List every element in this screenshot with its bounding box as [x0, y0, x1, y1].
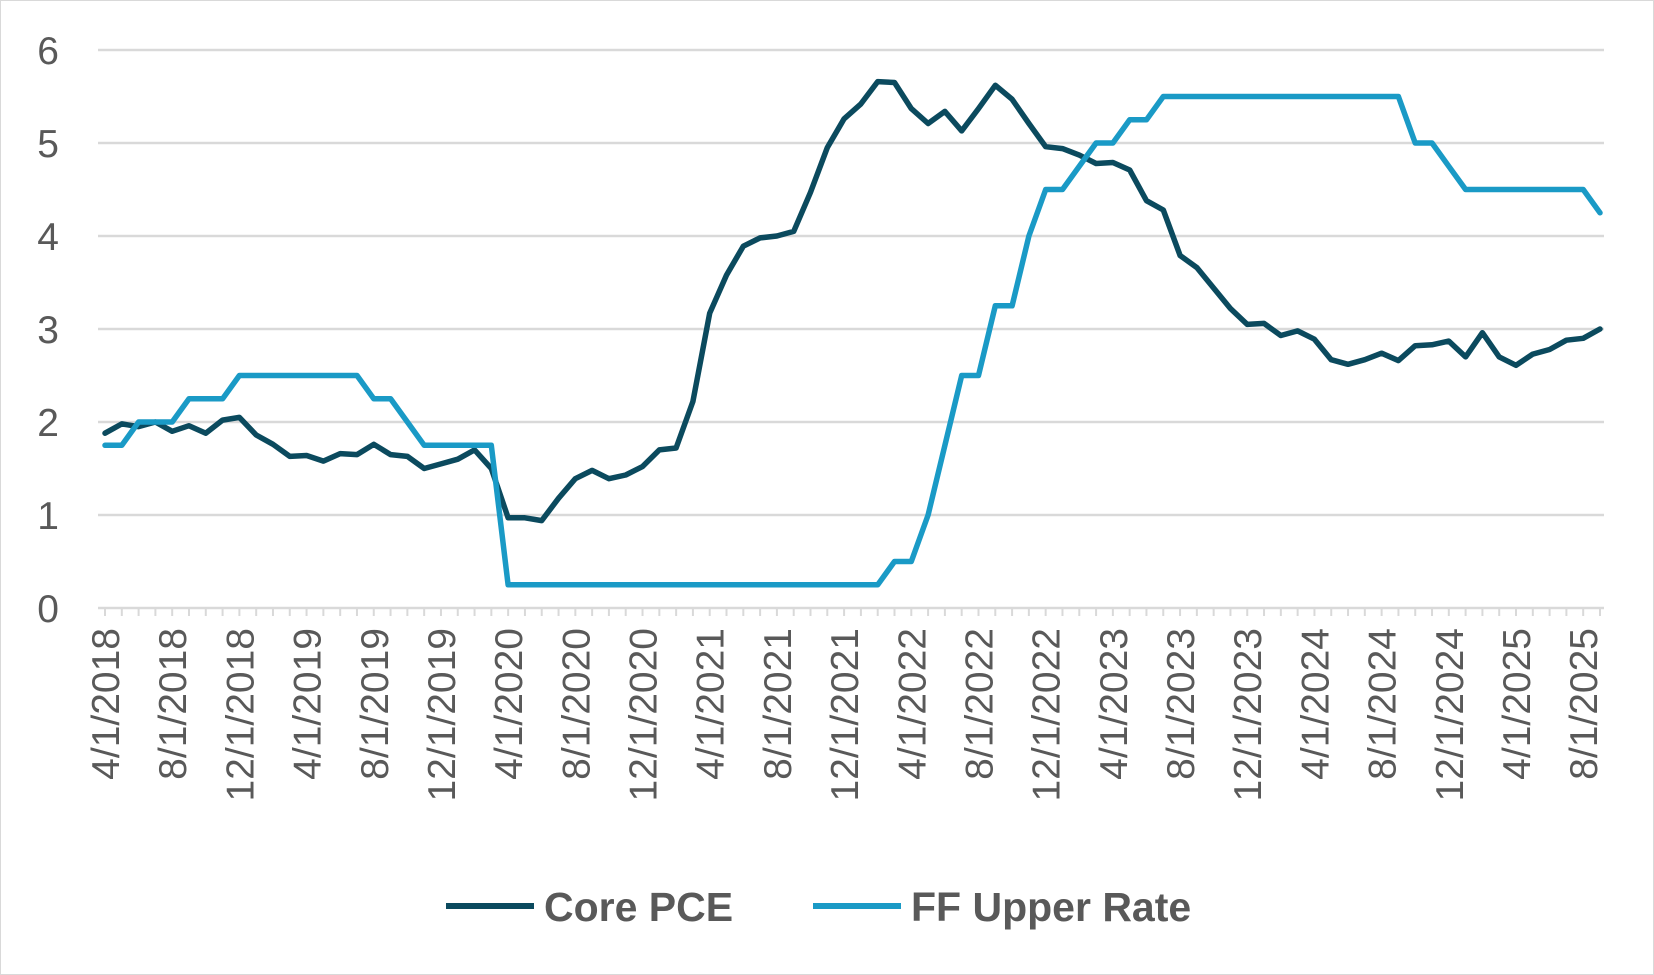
legend: Core PCE FF Upper Rate [446, 884, 1191, 930]
x-tick-label: 4/1/2024 [1294, 628, 1337, 780]
legend-label-core-pce: Core PCE [544, 884, 733, 930]
x-tick-label: 4/1/2022 [891, 628, 934, 780]
gridlines [98, 48, 1604, 517]
x-tick-label: 4/1/2018 [85, 628, 128, 780]
y-tick-label: 2 [37, 402, 59, 445]
x-tick-label: 8/1/2021 [757, 628, 800, 780]
x-tick-label: 8/1/2020 [555, 628, 598, 780]
x-tick-label: 12/1/2021 [824, 628, 867, 802]
y-tick-label: 1 [37, 495, 59, 538]
x-tick-label: 8/1/2023 [1160, 628, 1203, 780]
series-line-ff-upper-rate [102, 93, 1603, 588]
series-lines [102, 78, 1603, 588]
x-tick-label: 8/1/2018 [152, 628, 195, 780]
x-tick-label: 8/1/2022 [958, 628, 1001, 780]
x-axis: 4/1/2018 8/1/2018 12/1/2018 4/1/2019 8/1/201… [85, 606, 1606, 802]
x-tick-label: 4/1/2023 [1093, 628, 1136, 780]
series-line-core-pce [102, 78, 1603, 524]
x-tick-label: 4/1/2025 [1496, 628, 1539, 780]
x-tick-label: 12/1/2022 [1026, 628, 1069, 802]
x-tick-label: 12/1/2024 [1429, 628, 1472, 802]
x-tick-label: 12/1/2018 [219, 628, 262, 802]
y-tick-label: 5 [37, 123, 59, 166]
x-tick-label: 12/1/2019 [421, 628, 464, 802]
y-tick-label: 4 [37, 216, 59, 259]
x-tick-label: 4/1/2021 [690, 628, 733, 780]
x-tick-label: 4/1/2020 [488, 628, 531, 780]
x-tick-label: 8/1/2019 [354, 628, 397, 780]
y-tick-label: 3 [37, 309, 59, 352]
x-tick-label: 8/1/2025 [1563, 628, 1606, 780]
x-tick-label: 8/1/2024 [1362, 628, 1405, 780]
legend-label-ff-upper-rate: FF Upper Rate [911, 884, 1191, 930]
x-tick-label: 4/1/2019 [287, 628, 330, 780]
y-axis-tick-labels: 0 1 2 3 4 5 6 [37, 30, 59, 631]
y-tick-label: 0 [37, 588, 59, 631]
x-tick-label: 12/1/2020 [623, 628, 666, 802]
x-tick-label: 12/1/2023 [1227, 628, 1270, 802]
y-tick-label: 6 [37, 30, 59, 73]
